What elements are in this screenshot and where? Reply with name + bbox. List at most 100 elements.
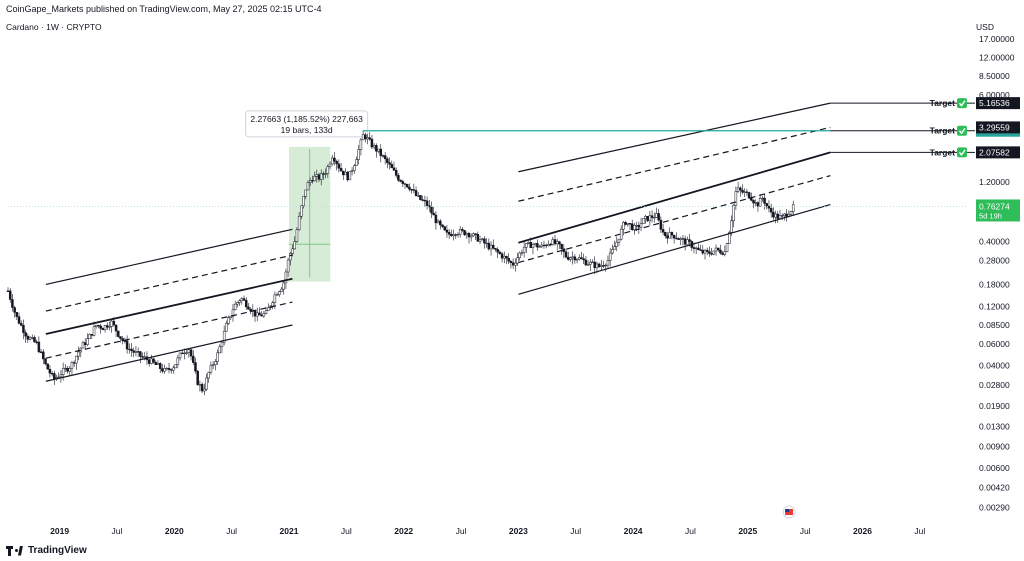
- candle-body: [132, 350, 135, 353]
- candle-body: [154, 362, 158, 365]
- candle-body: [403, 183, 407, 185]
- candle-body: [110, 320, 113, 327]
- candle-body: [377, 148, 380, 152]
- candle-body: [730, 220, 733, 233]
- candle-body: [167, 367, 171, 370]
- candle-body: [130, 348, 133, 352]
- candle-body: [101, 328, 105, 331]
- candle-body: [306, 182, 310, 191]
- candle-body: [368, 137, 371, 140]
- candle-body: [562, 248, 566, 253]
- candle-body: [697, 247, 700, 250]
- candle-body: [346, 171, 349, 181]
- candle-body: [185, 352, 188, 354]
- candle-body: [544, 244, 548, 247]
- candle-body: [485, 242, 488, 245]
- candle-body: [90, 334, 94, 336]
- candle-body: [397, 175, 400, 181]
- candle-body: [637, 225, 641, 228]
- candle-body: [139, 351, 142, 357]
- candle-body: [716, 247, 720, 251]
- candle-body: [209, 365, 213, 373]
- candle-body: [141, 356, 144, 358]
- candle-body: [474, 233, 477, 235]
- candle-body: [445, 229, 449, 233]
- candle-body: [639, 223, 643, 228]
- candle-body: [61, 368, 65, 376]
- candle-body: [379, 148, 383, 156]
- candle-body: [335, 160, 338, 165]
- candle-body: [280, 288, 283, 292]
- candle-body: [284, 271, 288, 284]
- target-check-icon: [957, 147, 967, 158]
- candle-body: [68, 368, 72, 372]
- candle-body: [388, 162, 391, 165]
- candle-body: [617, 238, 621, 243]
- candle-body: [467, 233, 471, 238]
- candle-body: [741, 189, 744, 193]
- candle-body: [359, 139, 363, 150]
- candle-body: [297, 216, 301, 230]
- candle-body: [458, 229, 462, 235]
- candle-body: [500, 253, 504, 259]
- candle-body: [169, 369, 173, 371]
- x-tick-label: 2021: [280, 526, 299, 536]
- candle-body: [72, 362, 76, 364]
- candle-body: [11, 299, 14, 308]
- x-tick-label: 2023: [509, 526, 528, 536]
- candle-body: [6, 290, 10, 292]
- candle-body: [229, 315, 233, 318]
- candle-body: [405, 183, 409, 188]
- last-price-countdown: 5d 19h: [979, 211, 1002, 220]
- candle-body: [555, 241, 559, 245]
- candle-body: [394, 169, 398, 176]
- candle-body: [496, 249, 499, 253]
- channel-line-mid: [45, 277, 293, 335]
- candle-body: [531, 244, 535, 249]
- candle-body: [59, 374, 63, 378]
- candle-body: [600, 265, 603, 267]
- candle-body: [86, 338, 89, 345]
- y-tick-label: 0.00600: [979, 463, 1010, 473]
- candle-body: [194, 362, 197, 372]
- candle-body: [630, 223, 634, 230]
- candle-body: [772, 211, 775, 218]
- candle-body: [117, 330, 120, 337]
- candle-body: [712, 250, 716, 255]
- target-label: Target: [930, 126, 956, 136]
- tradingview-logo[interactable]: TradingView: [6, 545, 87, 556]
- candle-body: [566, 256, 570, 260]
- candle-body: [774, 213, 777, 218]
- candle-body: [575, 258, 579, 261]
- candle-body: [540, 244, 544, 247]
- candle-body: [710, 253, 713, 255]
- us-flag-canton: [785, 509, 790, 512]
- candle-body: [125, 340, 129, 350]
- candle-body: [386, 158, 389, 163]
- target-check-mark: [958, 100, 966, 107]
- candle-body: [108, 326, 111, 328]
- candle-body: [196, 370, 199, 385]
- candle-body: [381, 155, 385, 157]
- candle-body: [441, 224, 444, 227]
- candle-body: [672, 234, 676, 239]
- x-tick-label: 2022: [394, 526, 413, 536]
- channel-line-lower: [45, 324, 293, 382]
- candle-body: [507, 257, 510, 262]
- candle-body: [410, 189, 413, 191]
- candle-body: [390, 164, 394, 169]
- target-label: Target: [930, 98, 956, 108]
- y-tick-label: 1.20000: [979, 177, 1010, 187]
- candle-body: [150, 358, 153, 364]
- candle-body: [225, 323, 228, 332]
- candle-body: [447, 232, 451, 235]
- candle-body: [456, 233, 460, 236]
- candle-body: [417, 195, 420, 197]
- y-tick-label: 0.06000: [979, 339, 1010, 349]
- candle-body: [50, 372, 54, 375]
- candle-body: [558, 241, 561, 245]
- x-tick-label: Jul: [800, 526, 811, 536]
- candle-body: [692, 247, 696, 249]
- candle-body: [518, 252, 521, 259]
